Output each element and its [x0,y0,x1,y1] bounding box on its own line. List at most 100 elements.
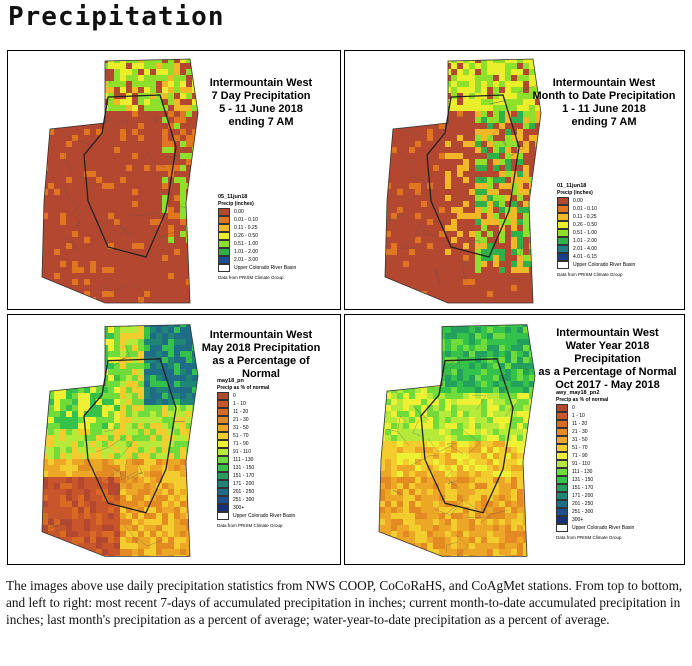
legend-item: 31 - 50 [217,424,295,432]
legend-swatch [556,524,568,532]
legend-basin-item: Upper Colorado River Basin [557,261,635,269]
legend-subtitle: Precip (inches) [557,190,593,196]
legend-swatch [557,213,569,221]
legend-swatch [556,404,568,412]
legend-item: 300+ [217,504,295,512]
legend-item: 300+ [556,516,634,524]
legend-basin-item: Upper Colorado River Basin [217,512,295,520]
panel-title: Intermountain West Month to Date Precipit… [532,77,676,128]
legend-label: 0.00 [234,209,244,215]
legend-label: 0.11 - 0.25 [234,225,258,231]
legend-item: 1 - 10 [217,400,295,408]
legend-item: 71 - 90 [217,440,295,448]
legend-swatch [218,240,230,248]
legend-item: 1 - 10 [556,412,634,420]
legend-source: Data from PRISM Climate Group [218,275,284,280]
legend-item: 151 - 170 [556,484,634,492]
legend: awy_may18_pn2 Precip as % of normal 0 1 - 1… [556,390,634,540]
legend-swatch [556,444,568,452]
panel-title: Intermountain West Water Year 2018 Precip… [538,327,677,391]
legend-item: 201 - 250 [217,488,295,496]
legend-label: 91 - 110 [233,449,251,455]
legend-swatch [557,245,569,253]
legend-label: 2.01 - 3.00 [234,257,258,263]
legend-subtitle: Precip (inches) [218,201,254,207]
legend-swatch [218,224,230,232]
legend-swatch [557,261,569,269]
legend-swatch [217,400,229,408]
legend-item: 151 - 170 [217,472,295,480]
legend-source: Data from PRISM Climate Group [556,535,622,540]
legend-label: 1 - 10 [233,401,246,407]
legend-item: 251 - 300 [556,508,634,516]
legend-item: 0.11 - 0.25 [218,224,296,232]
legend-label: 0.26 - 0.50 [573,222,597,228]
legend-label: 1 - 10 [572,413,585,419]
legend-item: 0.01 - 0.10 [218,216,296,224]
panel-title: Intermountain West 7 Day Precipitation 5 -… [209,77,313,128]
legend-swatch [218,216,230,224]
legend-label: 1.01 - 2.00 [573,238,597,244]
legend-label: 2.01 - 4.00 [573,246,597,252]
legend-label: 71 - 90 [572,453,588,459]
legend-item: 91 - 110 [556,460,634,468]
legend-item: 0 [556,404,634,412]
legend-item: 91 - 110 [217,448,295,456]
panel-title: Intermountain West May 2018 Precipitation… [201,329,321,380]
legend-swatch [217,512,229,520]
legend-swatch [217,440,229,448]
legend-item: 0.00 [218,208,296,216]
legend-item: 31 - 50 [556,436,634,444]
panel-water-year-pct-normal: Intermountain West Water Year 2018 Precip… [344,314,685,565]
legend-swatch [556,484,568,492]
legend-basin-item: Upper Colorado River Basin [556,524,634,532]
legend-swatch [217,472,229,480]
precip-map [41,324,199,557]
legend-subtitle: Precip as % of normal [217,385,270,391]
precip-map [384,58,542,304]
legend-swatch [556,516,568,524]
legend-label: 21 - 30 [233,417,249,423]
legend-label: 0.51 - 1.00 [234,241,258,247]
legend-item: 4.01 - 6.15 [557,253,635,261]
legend-label: 51 - 70 [233,433,249,439]
legend-label: 21 - 30 [572,429,588,435]
legend-item: 21 - 30 [217,416,295,424]
legend: 05_11jun18 Precip (inches) 0.00 0.01 - 0.10… [218,194,296,280]
legend-label: 0.26 - 0.50 [234,233,258,239]
legend-item: 1.01 - 2.00 [557,237,635,245]
legend-label: 111 - 130 [233,457,254,463]
legend-label: 251 - 300 [233,497,255,503]
legend-label: 11 - 20 [233,409,249,415]
precip-map [41,58,199,304]
legend-item: 111 - 130 [217,456,295,464]
legend-item: 11 - 20 [556,420,634,428]
legend-label: 51 - 70 [572,445,588,451]
legend-item: 0.11 - 0.25 [557,213,635,221]
legend-item: 251 - 300 [217,496,295,504]
legend-item: 11 - 20 [217,408,295,416]
legend-label: 1.01 - 2.00 [234,249,258,255]
legend-basin-item: Upper Colorado River Basin [218,264,296,272]
legend-item: 131 - 150 [217,464,295,472]
legend-title: awy_may18_pn2 [556,390,600,396]
legend-swatch [557,229,569,237]
legend-swatch [217,432,229,440]
legend-label: 31 - 50 [233,425,249,431]
legend-label: 151 - 170 [233,473,255,479]
legend-subtitle: Precip as % of normal [556,397,609,403]
legend-item: 0.00 [557,197,635,205]
legend-swatch [217,416,229,424]
legend-swatch [217,464,229,472]
legend: may18_pn Precip as % of normal 0 1 - 10 11 -… [217,378,295,528]
legend-swatch [217,408,229,416]
legend-label: 171 - 200 [572,493,594,499]
legend-title: 01_11jun18 [557,183,587,189]
legend-item: 171 - 200 [556,492,634,500]
legend: 01_11jun18 Precip (inches) 0.00 0.01 - 0.10… [557,183,635,277]
legend-swatch [557,237,569,245]
legend-swatch [217,488,229,496]
legend-swatch [556,412,568,420]
page-title: Precipitation [8,2,225,32]
legend-label: 151 - 170 [572,485,594,491]
